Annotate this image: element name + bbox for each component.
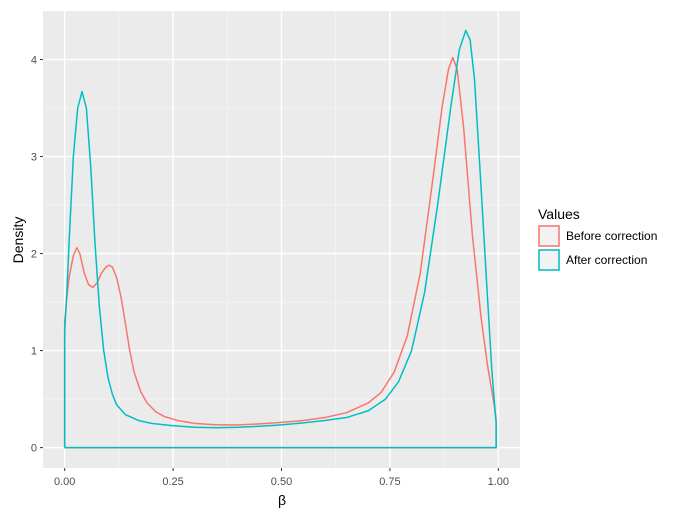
series-layer	[63, 29, 497, 449]
series-line-after-correction	[63, 29, 497, 449]
legend-label: After correction	[566, 253, 647, 267]
x-tick-label: 0.00	[54, 476, 75, 488]
x-tick-label: 0.75	[379, 476, 400, 488]
legend-key	[538, 225, 560, 247]
legend-key-swatch	[538, 249, 560, 271]
legend-key-background	[538, 249, 560, 271]
y-tick-label: 4	[31, 55, 37, 67]
axis-layer: 0.00 0.25 0.50 0.75 1.00 0 1 2 3 4	[31, 55, 509, 488]
legend-key	[538, 249, 560, 271]
legend-key-background	[538, 225, 560, 247]
legend-items: Before correction After correction	[538, 225, 657, 271]
legend-label: Before correction	[566, 229, 657, 243]
y-tick-label: 1	[31, 346, 37, 358]
legend-title: Values	[538, 206, 580, 222]
y-tick-label: 0	[31, 443, 37, 455]
y-axis-title: Density	[10, 217, 26, 264]
series-line-before-correction	[63, 56, 497, 449]
legend-key-swatch	[538, 225, 560, 247]
y-tick-label: 3	[31, 152, 37, 164]
y-tick-label: 2	[31, 249, 37, 261]
x-tick-label: 1.00	[488, 476, 509, 488]
x-tick-label: 0.50	[271, 476, 292, 488]
legend: Values Before correction After correction	[538, 206, 657, 271]
x-axis-title: β	[278, 492, 286, 508]
x-tick-label: 0.25	[162, 476, 183, 488]
